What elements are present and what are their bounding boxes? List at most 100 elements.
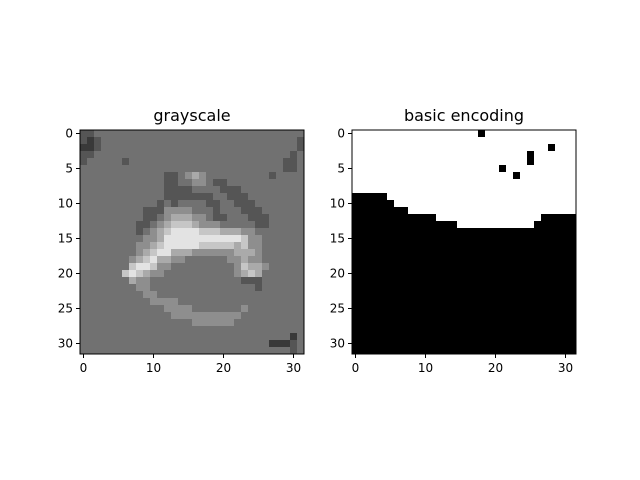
grayscale-y-tick-label: 30 bbox=[58, 337, 73, 351]
grayscale-pixel bbox=[101, 277, 109, 285]
grayscale-pixel bbox=[290, 298, 298, 306]
grayscale-pixel bbox=[129, 326, 137, 334]
basic-encoding-pixel bbox=[534, 284, 542, 292]
grayscale-pixel bbox=[80, 312, 88, 320]
basic-encoding-pixel bbox=[366, 130, 374, 138]
grayscale-pixel bbox=[213, 221, 221, 229]
basic-encoding-pixel bbox=[499, 256, 507, 264]
basic-encoding-pixel bbox=[506, 249, 514, 257]
basic-encoding-pixel bbox=[415, 144, 423, 152]
grayscale-pixel bbox=[101, 130, 109, 138]
grayscale-pixel bbox=[262, 186, 270, 194]
basic-encoding-pixel bbox=[373, 179, 381, 187]
basic-encoding-pixel bbox=[457, 347, 465, 355]
grayscale-pixel bbox=[227, 228, 235, 236]
grayscale-pixel bbox=[192, 249, 200, 257]
grayscale-pixel bbox=[171, 277, 179, 285]
grayscale-pixel bbox=[122, 151, 130, 159]
basic-encoding-pixel bbox=[534, 186, 542, 194]
grayscale-pixel bbox=[164, 270, 172, 278]
basic-encoding-pixel bbox=[555, 207, 563, 215]
basic-encoding-pixel bbox=[555, 347, 563, 355]
grayscale-pixel bbox=[206, 312, 214, 320]
grayscale-pixel bbox=[262, 200, 270, 208]
basic-encoding-pixel bbox=[415, 291, 423, 299]
grayscale-pixel bbox=[276, 326, 284, 334]
basic-encoding-pixel bbox=[562, 193, 570, 201]
grayscale-pixel bbox=[269, 284, 277, 292]
basic-encoding-pixel bbox=[506, 151, 514, 159]
basic-encoding-pixel bbox=[541, 347, 549, 355]
basic-encoding-pixel bbox=[499, 291, 507, 299]
basic-encoding-pixel bbox=[359, 270, 367, 278]
basic-encoding-pixel bbox=[485, 214, 493, 222]
basic-encoding-pixel bbox=[408, 207, 416, 215]
grayscale-pixel bbox=[283, 207, 291, 215]
grayscale-pixel bbox=[143, 214, 151, 222]
grayscale-pixel bbox=[94, 186, 102, 194]
grayscale-pixel bbox=[115, 193, 123, 201]
grayscale-pixel bbox=[87, 291, 95, 299]
basic-encoding-pixel bbox=[464, 235, 472, 243]
grayscale-pixel bbox=[87, 256, 95, 264]
grayscale-pixel bbox=[136, 326, 144, 334]
basic-encoding-pixel bbox=[450, 158, 458, 166]
grayscale-pixel bbox=[283, 235, 291, 243]
basic-encoding-pixel bbox=[450, 249, 458, 257]
basic-encoding-pixel bbox=[366, 263, 374, 271]
basic-encoding-pixel bbox=[436, 172, 444, 180]
basic-encoding-pixel bbox=[415, 333, 423, 341]
grayscale-pixel bbox=[150, 333, 158, 341]
basic-encoding-pixel bbox=[366, 326, 374, 334]
grayscale-pixel bbox=[297, 263, 305, 271]
grayscale-pixel bbox=[185, 130, 193, 138]
basic-encoding-pixel bbox=[478, 333, 486, 341]
basic-encoding-pixel bbox=[401, 179, 409, 187]
grayscale-pixel bbox=[87, 144, 95, 152]
basic-encoding-pixel bbox=[450, 179, 458, 187]
basic-encoding-pixel bbox=[429, 249, 437, 257]
grayscale-pixel bbox=[262, 347, 270, 355]
grayscale-pixel bbox=[290, 137, 298, 145]
grayscale-pixel bbox=[101, 186, 109, 194]
basic-encoding-pixel bbox=[562, 263, 570, 271]
basic-encoding-pixel bbox=[380, 305, 388, 313]
basic-encoding-pixel bbox=[562, 235, 570, 243]
basic-encoding-pixel bbox=[408, 270, 416, 278]
basic-encoding-pixel bbox=[429, 151, 437, 159]
grayscale-pixel bbox=[157, 347, 165, 355]
basic-encoding-pixel bbox=[471, 130, 479, 138]
grayscale-pixel bbox=[241, 172, 249, 180]
basic-encoding-pixel bbox=[401, 333, 409, 341]
grayscale-pixel bbox=[255, 291, 263, 299]
basic-encoding-pixel bbox=[443, 249, 451, 257]
basic-encoding-pixel bbox=[429, 319, 437, 327]
basic-encoding-pixel bbox=[387, 144, 395, 152]
basic-encoding-pixel bbox=[499, 130, 507, 138]
basic-encoding-pixel bbox=[520, 144, 528, 152]
basic-encoding-pixel bbox=[569, 165, 577, 173]
basic-encoding-pixel bbox=[380, 235, 388, 243]
basic-encoding-pixel bbox=[359, 284, 367, 292]
basic-encoding-pixel bbox=[527, 151, 535, 159]
grayscale-pixel bbox=[255, 186, 263, 194]
basic-encoding-pixel bbox=[520, 291, 528, 299]
basic-encoding-pixel bbox=[464, 291, 472, 299]
grayscale-pixel bbox=[241, 284, 249, 292]
grayscale-pixel bbox=[178, 312, 186, 320]
grayscale-pixel bbox=[150, 193, 158, 201]
basic-encoding-pixel bbox=[450, 151, 458, 159]
basic-encoding-pixel bbox=[492, 270, 500, 278]
grayscale-pixel bbox=[297, 319, 305, 327]
grayscale-pixel bbox=[199, 193, 207, 201]
basic-encoding-pixel bbox=[513, 186, 521, 194]
basic-encoding-pixel bbox=[380, 291, 388, 299]
basic-encoding-pixel bbox=[408, 165, 416, 173]
basic-encoding-pixel bbox=[415, 221, 423, 229]
grayscale-pixel bbox=[248, 263, 256, 271]
basic-encoding-pixel bbox=[436, 158, 444, 166]
grayscale-pixel bbox=[269, 312, 277, 320]
basic-encoding-pixel bbox=[464, 340, 472, 348]
grayscale-pixel bbox=[283, 340, 291, 348]
basic-encoding-pixel bbox=[541, 130, 549, 138]
